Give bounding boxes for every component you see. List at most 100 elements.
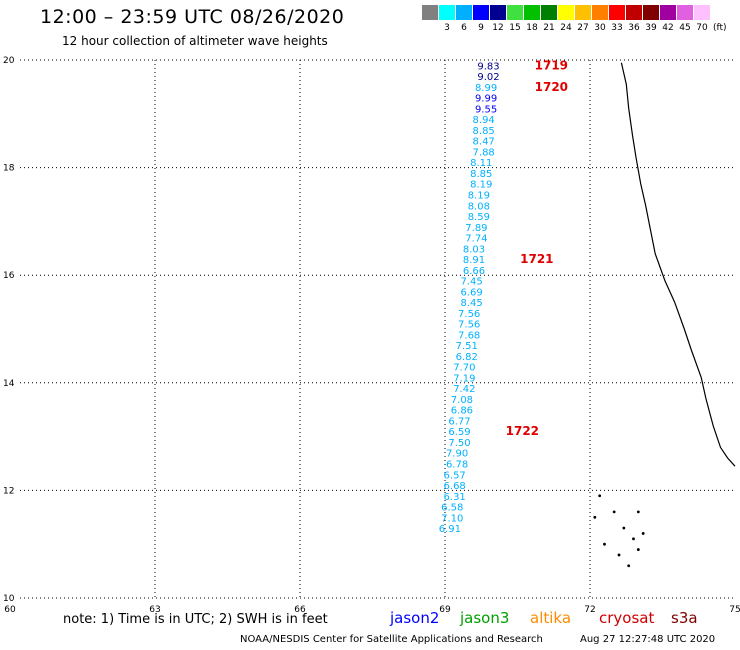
legend-swatch [558,5,574,20]
swh-value: 6.91 [439,524,461,535]
lat-tick-label: 16 [3,271,15,281]
pass-time-label: 1722 [506,424,539,438]
island-mark [603,542,606,546]
map-subtitle: 12 hour collection of altimeter wave hei… [62,34,328,48]
mission-jason2: jason2 [390,609,440,627]
island-mark [632,537,635,541]
legend-label: 36 [628,23,640,33]
color-legend: 3 6 9 12 15 18 21 24 27 30 33 36 39 42 45 70 [422,5,740,37]
swh-value: 8.08 [468,201,490,212]
swh-value: 6.66 [463,266,485,277]
swh-value: 8.85 [473,126,495,137]
swh-value: 7.56 [458,320,480,331]
legend-label: 3 [444,23,450,33]
footer-note: note: 1) Time is in UTC; 2) SWH is in fe… [63,612,328,627]
swh-value: 7.90 [446,449,468,460]
island-mark [593,515,597,519]
swh-value: 7.45 [460,277,482,288]
swh-value: 8.94 [473,115,495,126]
swh-value: 8.19 [468,191,490,202]
legend-label: 30 [594,23,606,33]
island-mark [612,510,616,514]
swh-value: 7.70 [453,363,475,374]
legend-swatch [609,5,625,20]
swh-value: 7.50 [448,438,470,449]
swh-value: 6.78 [446,460,468,471]
swh-value: 8.11 [470,158,492,169]
mission-s3a: s3a [671,609,698,627]
legend-swatch [507,5,523,20]
island-mark [636,510,640,514]
swh-value: 7.42 [453,384,475,395]
swh-value: 7.56 [458,309,480,320]
island-mark [617,553,621,557]
lon-tick-label: 72 [584,605,595,615]
credit-line: NOAA/NESDIS Center for Satellite Applica… [240,634,543,645]
swh-value: 8.99 [475,83,497,94]
legend-label: 18 [526,23,538,33]
legend-swatch [694,5,710,20]
lon-tick-label: 66 [294,605,306,615]
legend-label: 33 [611,23,623,33]
island-mark [641,532,645,535]
island-mark [636,548,640,551]
swh-observations: 9.839.028.999.999.558.948.858.477.888.11… [439,61,500,535]
swh-value: 6.77 [448,416,470,427]
swh-value: 6.82 [456,352,478,363]
grid-lines [20,59,735,599]
lat-tick-label: 20 [3,56,15,66]
mission-cryosat: cryosat [599,609,655,627]
legend-swatch [626,5,642,20]
swh-value: 7.08 [451,395,473,406]
legend-label: 21 [543,23,555,33]
swh-value: 6.68 [444,481,466,492]
swh-value: 6.57 [444,470,466,481]
swh-value: 8.59 [468,212,490,223]
swh-value: 8.45 [460,298,482,309]
swh-value: 7.89 [465,223,487,234]
legend-swatch [541,5,557,20]
swh-value: 7.74 [465,234,487,245]
swh-value: 7.68 [458,330,480,341]
coastline [593,62,736,568]
pass-time-label: 1720 [535,80,568,94]
swh-value: 9.02 [477,72,499,83]
coastline-path [620,62,736,467]
lon-tick-label: 69 [439,605,451,615]
swh-value: 8.47 [473,137,495,148]
lon-tick-label: 75 [729,605,740,615]
island-mark [627,564,631,568]
swh-value: 6.31 [444,492,466,503]
map-title: 12:00 – 23:59 UTC 08/26/2020 [40,6,345,28]
swh-value: 6.58 [441,503,463,514]
swh-value: 9.99 [475,94,497,105]
lat-tick-label: 12 [3,486,14,496]
swh-value: 9.55 [475,104,497,115]
legend-swatch [677,5,693,20]
swh-value: 6.86 [451,406,473,417]
swh-value: 7.10 [441,513,463,524]
legend-label: 15 [509,23,521,33]
legend-label: 6 [461,23,467,33]
legend-swatch [422,5,438,20]
swh-value: 9.83 [477,61,499,72]
lat-tick-label: 10 [3,594,15,604]
swh-value: 7.88 [473,147,495,158]
swh-value: 7.19 [453,373,475,384]
lon-tick-label: 60 [4,605,16,615]
legend-swatch [439,5,455,20]
pass-time-labels: 1719 1720 1721 1722 [506,58,568,438]
legend-label: 42 [662,23,674,33]
legend-label: 39 [645,23,657,33]
swh-value: 6.69 [460,287,482,298]
lat-tick-label: 14 [3,379,15,389]
legend-swatch [524,5,540,20]
swh-value: 8.03 [463,244,485,255]
legend-label: 70 [696,23,708,33]
legend-swatch [592,5,608,20]
mission-jason3: jason3 [460,609,510,627]
island-mark [622,526,626,530]
legend-units: (ft) [713,23,727,33]
legend-swatch [490,5,506,20]
